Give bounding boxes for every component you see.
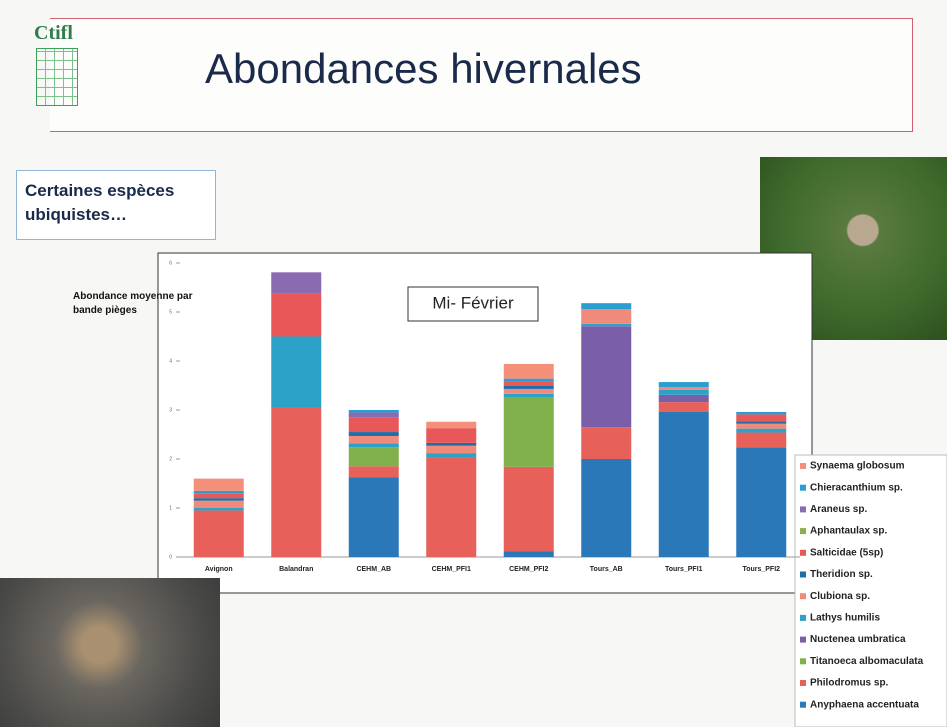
- bar-segment: [659, 395, 709, 402]
- legend-label: Chieracanthium sp.: [810, 482, 903, 493]
- legend-label: Lathys humilis: [810, 613, 880, 624]
- bar-segment: [349, 412, 399, 417]
- y-tick-label: 3: [169, 407, 172, 413]
- bar-segment: [349, 443, 399, 447]
- y-tick-label: 2: [169, 456, 172, 462]
- bar-segment: [194, 479, 244, 491]
- bar-segment: [349, 466, 399, 477]
- bar-segment: [659, 412, 709, 557]
- y-tick-label: 1: [169, 505, 172, 511]
- bar-segment: [659, 387, 709, 390]
- bar-segment: [349, 432, 399, 436]
- bar-segment: [736, 424, 786, 429]
- bar-segment: [581, 427, 631, 459]
- annotation: Mi- Février: [432, 293, 514, 312]
- bar-segment: [736, 421, 786, 423]
- y-axis-label: Abondance moyenne par bande pièges: [73, 290, 213, 318]
- bar-segment: [504, 398, 554, 467]
- bar-segment: [271, 337, 321, 408]
- bar-segment: [659, 382, 709, 387]
- slide: Ctifl Abondances hivernales Certaines es…: [0, 0, 947, 727]
- x-tick-label: Avignon: [205, 566, 233, 573]
- bar-segment: [659, 390, 709, 395]
- bar-segment: [194, 491, 244, 493]
- bar-segment: [581, 309, 631, 324]
- bar-segment: [426, 428, 476, 443]
- bar-segment: [194, 498, 244, 500]
- legend-label: Titanoeca albomaculata: [810, 656, 924, 667]
- bar-segment: [349, 410, 399, 412]
- bar-segment: [426, 422, 476, 428]
- bar-segment: [504, 389, 554, 394]
- bar-segment: [736, 414, 786, 421]
- legend-swatch: [800, 463, 806, 469]
- legend-label: Araneus sp.: [810, 504, 867, 515]
- x-tick-label: CEHM_AB: [356, 566, 391, 573]
- legend-swatch: [800, 658, 806, 664]
- bar-segment: [271, 408, 321, 557]
- bar-segment: [194, 493, 244, 498]
- spider-photo: [0, 578, 220, 727]
- bar-segment: [581, 303, 631, 309]
- bar-segment: [504, 467, 554, 551]
- bar-segment: [426, 446, 476, 453]
- legend-swatch: [800, 593, 806, 599]
- legend-swatch: [800, 550, 806, 556]
- legend-swatch: [800, 637, 806, 643]
- x-tick-label: Tours_PFI2: [742, 566, 780, 573]
- x-tick-label: Balandran: [279, 566, 313, 573]
- x-tick-label: Tours_PFI1: [665, 566, 703, 573]
- bar-segment: [736, 433, 786, 448]
- bar-segment: [271, 272, 321, 293]
- legend-swatch: [800, 528, 806, 534]
- y-tick-label: 0: [169, 554, 172, 560]
- bar-segment: [736, 447, 786, 557]
- bar-segment: [349, 447, 399, 466]
- bar-segment: [504, 394, 554, 398]
- y-tick-label: 6: [169, 260, 172, 266]
- legend-label: Clubiona sp.: [810, 591, 870, 602]
- bar-segment: [581, 326, 631, 427]
- legend-swatch: [800, 572, 806, 578]
- legend-label: Synaema globosum: [810, 461, 905, 472]
- bar-segment: [504, 379, 554, 381]
- bar-segment: [659, 402, 709, 412]
- bar-segment: [194, 501, 244, 508]
- bar-segment: [426, 457, 476, 557]
- bar-segment: [194, 508, 244, 510]
- bar-segment: [349, 477, 399, 557]
- legend-label: Aphantaulax sp.: [810, 526, 887, 537]
- legend-swatch: [800, 702, 806, 708]
- legend-swatch: [800, 485, 806, 491]
- legend-swatch: [800, 506, 806, 512]
- bar-segment: [581, 324, 631, 326]
- bar-segment: [194, 510, 244, 557]
- bar-segment: [426, 453, 476, 457]
- bar-segment: [504, 386, 554, 389]
- bar-segment: [736, 412, 786, 414]
- bar-segment: [504, 551, 554, 557]
- legend-swatch: [800, 615, 806, 621]
- bar-segment: [736, 429, 786, 433]
- bar-segment: [504, 364, 554, 379]
- bar-segment: [426, 443, 476, 446]
- bar-segment: [349, 417, 399, 432]
- x-tick-label: Tours_AB: [590, 566, 623, 573]
- bar-segment: [504, 381, 554, 386]
- bar-segment: [349, 436, 399, 443]
- legend-swatch: [800, 680, 806, 686]
- bar-segment: [271, 293, 321, 336]
- legend-label: Theridion sp.: [810, 569, 873, 580]
- y-tick-label: 4: [169, 358, 172, 364]
- x-tick-label: CEHM_PFI1: [432, 566, 471, 573]
- x-tick-label: CEHM_PFI2: [509, 566, 548, 573]
- legend-label: Anyphaena accentuata: [810, 699, 919, 710]
- bar-segment: [581, 459, 631, 557]
- legend-label: Nuctenea umbratica: [810, 634, 906, 645]
- legend-label: Philodromus sp.: [810, 678, 889, 689]
- legend-label: Salticidae (5sp): [810, 547, 883, 558]
